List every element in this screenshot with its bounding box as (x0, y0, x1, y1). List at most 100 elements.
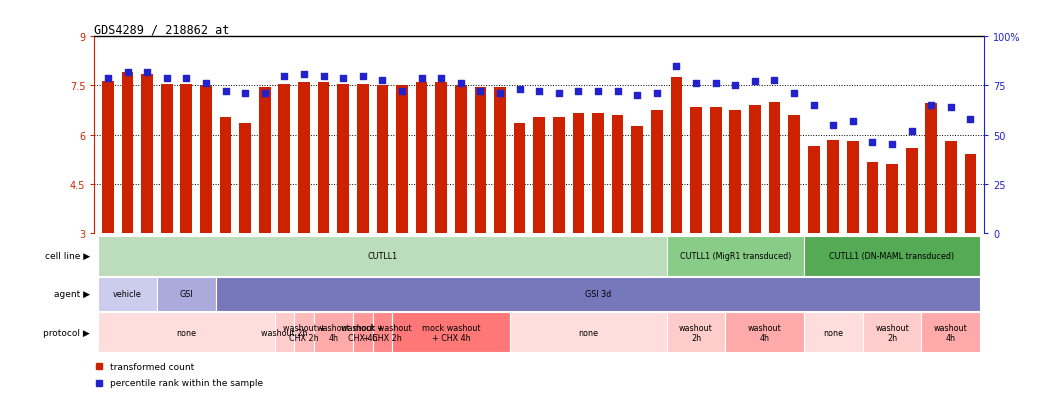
Text: washout
4h: washout 4h (748, 323, 781, 342)
Text: washout
2h: washout 2h (680, 323, 713, 342)
Bar (768, 102, 780, 233)
Point (217, 89, 233, 95)
Bar (804, 313, 863, 352)
Bar (886, 165, 898, 233)
Bar (141, 75, 153, 233)
Bar (863, 313, 921, 352)
Bar (377, 86, 388, 233)
Bar (788, 116, 800, 233)
Bar (220, 117, 231, 233)
Bar (730, 111, 741, 233)
Point (922, 102, 939, 109)
Point (589, 89, 606, 95)
Point (257, 91, 273, 97)
Bar (274, 313, 294, 352)
Bar (102, 81, 114, 233)
Text: none: none (823, 328, 843, 337)
Point (805, 102, 822, 109)
Text: GSI: GSI (179, 290, 194, 299)
Bar (180, 85, 193, 233)
Point (158, 75, 175, 82)
Bar (396, 86, 408, 233)
Point (845, 118, 862, 125)
Bar (298, 83, 310, 233)
Bar (807, 147, 820, 233)
Point (511, 87, 528, 93)
Point (531, 89, 548, 95)
Bar (161, 85, 173, 233)
Text: washout +
CHX 2h: washout + CHX 2h (283, 323, 326, 342)
Text: percentile rank within the sample: percentile rank within the sample (110, 378, 264, 387)
Bar (337, 85, 349, 233)
Bar (631, 127, 643, 233)
Bar (726, 313, 804, 352)
Text: none: none (578, 328, 598, 337)
Bar (867, 163, 878, 233)
Point (414, 75, 430, 82)
Point (962, 116, 979, 123)
Bar (510, 313, 667, 352)
Bar (945, 142, 957, 233)
Point (825, 122, 842, 129)
Point (139, 69, 156, 76)
Bar (279, 85, 290, 233)
Point (570, 89, 586, 95)
Point (432, 75, 449, 82)
Bar (436, 83, 447, 233)
Bar (259, 88, 271, 233)
Point (178, 75, 195, 82)
Point (315, 73, 332, 80)
Point (727, 83, 743, 90)
Bar (373, 313, 393, 352)
Text: vehicle: vehicle (113, 290, 142, 299)
Point (708, 81, 725, 88)
Point (452, 81, 469, 88)
Bar (474, 88, 486, 233)
Point (747, 79, 763, 85)
Bar (314, 313, 353, 352)
Point (354, 73, 371, 80)
Bar (240, 124, 251, 233)
Bar (533, 117, 545, 233)
Bar (921, 313, 980, 352)
Text: agent ▶: agent ▶ (53, 290, 90, 299)
Bar (611, 116, 624, 233)
Point (335, 75, 352, 82)
Point (609, 89, 626, 95)
Bar (651, 111, 663, 233)
Point (198, 81, 215, 88)
Bar (98, 278, 157, 311)
Bar (393, 313, 510, 352)
Bar (353, 313, 373, 352)
Bar (593, 114, 604, 233)
Point (648, 91, 665, 97)
Bar (667, 313, 726, 352)
Bar (98, 236, 667, 276)
Bar (926, 104, 937, 233)
Text: transformed count: transformed count (110, 362, 195, 370)
Point (904, 128, 920, 135)
Point (99, 75, 116, 82)
Bar (121, 73, 133, 233)
Bar (827, 140, 839, 233)
Text: mock washout
+ CHX 2h: mock washout + CHX 2h (353, 323, 411, 342)
Text: washout
4h: washout 4h (316, 323, 351, 342)
Text: protocol ▶: protocol ▶ (43, 328, 90, 337)
Bar (964, 155, 977, 233)
Text: washout
4h: washout 4h (934, 323, 967, 342)
Point (668, 63, 685, 70)
Point (785, 91, 802, 97)
Text: GDS4289 / 218862_at: GDS4289 / 218862_at (94, 23, 229, 36)
Point (942, 104, 959, 111)
Point (276, 73, 293, 80)
Text: cell line ▶: cell line ▶ (45, 252, 90, 261)
Bar (906, 148, 917, 233)
Text: CUTLL1 (DN-MAML transduced): CUTLL1 (DN-MAML transduced) (829, 252, 955, 261)
Bar (454, 86, 467, 233)
Bar (804, 236, 980, 276)
Point (295, 71, 312, 78)
Bar (357, 85, 369, 233)
Bar (98, 313, 274, 352)
Point (472, 89, 489, 95)
Bar (847, 142, 859, 233)
